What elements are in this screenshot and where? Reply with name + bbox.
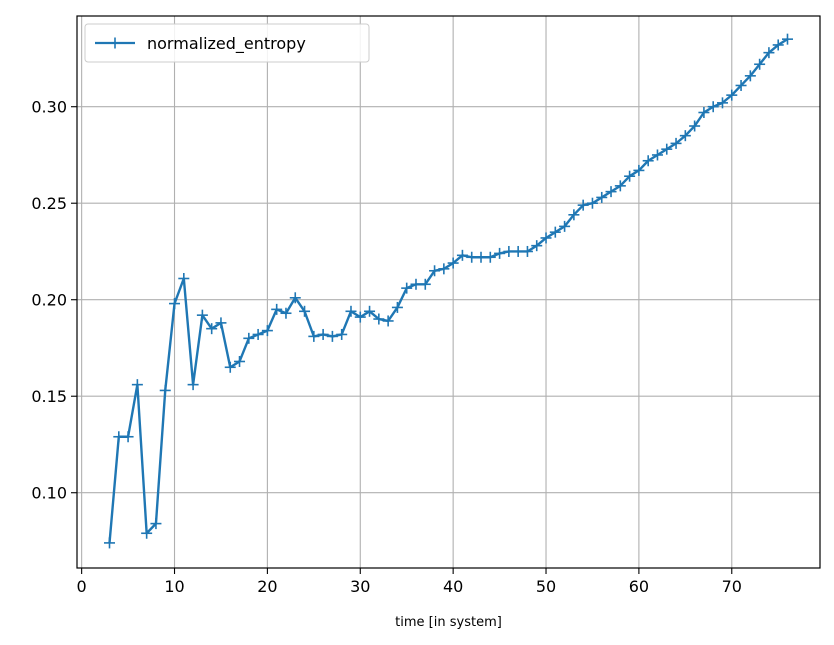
data-point-marker bbox=[364, 305, 376, 317]
data-point-marker bbox=[568, 209, 580, 221]
x-tick-label: 0 bbox=[77, 577, 87, 596]
data-point-marker bbox=[531, 240, 543, 252]
data-point-marker bbox=[521, 245, 533, 257]
legend-marker-plus-icon bbox=[109, 37, 121, 49]
data-point-marker bbox=[178, 272, 190, 284]
data-point-marker bbox=[280, 307, 292, 319]
data-point-marker bbox=[512, 245, 524, 257]
data-point-marker bbox=[419, 278, 431, 290]
y-tick-label: 0.10 bbox=[31, 484, 67, 503]
x-tick-label: 10 bbox=[164, 577, 184, 596]
data-point-marker bbox=[503, 245, 515, 257]
data-point-marker bbox=[224, 361, 236, 373]
data-point-marker bbox=[763, 47, 775, 59]
data-point-marker bbox=[698, 107, 710, 119]
data-point-marker bbox=[614, 180, 626, 192]
data-point-marker bbox=[559, 220, 571, 232]
data-point-marker bbox=[131, 379, 143, 391]
data-point-marker bbox=[735, 79, 747, 91]
data-point-marker bbox=[605, 186, 617, 198]
data-point-marker bbox=[549, 226, 561, 238]
data-point-marker bbox=[215, 317, 227, 329]
data-point-marker bbox=[345, 305, 357, 317]
data-point-marker bbox=[382, 315, 394, 327]
data-point-marker bbox=[271, 303, 283, 315]
data-point-marker bbox=[466, 251, 478, 263]
data-point-marker bbox=[187, 379, 199, 391]
data-point-marker bbox=[308, 330, 320, 342]
data-point-marker bbox=[289, 292, 301, 304]
data-point-marker bbox=[577, 199, 589, 211]
data-point-marker bbox=[234, 355, 246, 367]
data-point-marker bbox=[438, 263, 450, 275]
data-point-marker bbox=[429, 265, 441, 277]
x-tick-label: 50 bbox=[536, 577, 556, 596]
data-point-marker bbox=[596, 191, 608, 203]
x-axis-label: time [in system] bbox=[395, 615, 502, 630]
x-tick-label: 20 bbox=[257, 577, 277, 596]
data-point-marker bbox=[373, 313, 385, 325]
data-point-marker bbox=[447, 257, 459, 269]
data-point-marker bbox=[410, 278, 422, 290]
data-point-marker bbox=[122, 431, 134, 443]
data-point-marker bbox=[484, 251, 496, 263]
data-point-marker bbox=[670, 137, 682, 149]
data-point-marker bbox=[169, 298, 181, 310]
data-point-marker bbox=[113, 431, 125, 443]
data-point-marker bbox=[261, 325, 273, 337]
data-point-marker bbox=[475, 251, 487, 263]
data-point-marker bbox=[159, 384, 171, 396]
data-point-marker bbox=[772, 39, 784, 51]
data-point-marker bbox=[243, 332, 255, 344]
data-point-marker bbox=[633, 164, 645, 176]
data-point-marker bbox=[299, 305, 311, 317]
data-point-marker bbox=[141, 527, 153, 539]
data-point-marker bbox=[651, 149, 663, 161]
data-point-marker bbox=[456, 249, 468, 261]
data-point-marker bbox=[642, 155, 654, 167]
data-point-marker bbox=[196, 309, 208, 321]
grid bbox=[77, 16, 820, 568]
ticks: 0 10 20 30 40 50 60 70 0.10 0.15 0.20 0.25 0.30 bbox=[31, 98, 742, 596]
x-tick-label: 40 bbox=[443, 577, 463, 596]
data-point-marker bbox=[540, 232, 552, 244]
legend-box bbox=[84, 23, 370, 63]
plot-frame bbox=[76, 15, 821, 569]
x-tick-label: 70 bbox=[722, 577, 742, 596]
y-tick-label: 0.15 bbox=[31, 387, 67, 406]
data-point-marker bbox=[754, 58, 766, 70]
y-tick-label: 0.30 bbox=[31, 98, 67, 117]
series-layer bbox=[104, 33, 793, 549]
data-point-marker bbox=[494, 247, 506, 259]
legend-entry-label: normalized_entropy bbox=[147, 34, 306, 54]
data-point-marker bbox=[624, 170, 636, 182]
data-point-marker bbox=[726, 89, 738, 101]
y-tick-label: 0.20 bbox=[31, 291, 67, 310]
data-point-marker bbox=[336, 328, 348, 340]
data-point-marker bbox=[391, 301, 403, 313]
x-tick-label: 30 bbox=[350, 577, 370, 596]
series-line bbox=[108, 38, 789, 544]
data-point-marker bbox=[104, 537, 116, 549]
data-point-marker bbox=[401, 282, 413, 294]
data-point-marker bbox=[586, 197, 598, 209]
data-point-marker bbox=[744, 70, 756, 82]
data-point-marker bbox=[252, 328, 264, 340]
y-tick-label: 0.25 bbox=[31, 194, 67, 213]
data-point-marker bbox=[150, 518, 162, 530]
data-point-marker bbox=[661, 143, 673, 155]
data-point-marker bbox=[689, 120, 701, 132]
data-point-marker bbox=[354, 311, 366, 323]
data-point-marker bbox=[679, 130, 691, 142]
data-point-marker bbox=[716, 97, 728, 109]
data-point-marker bbox=[781, 33, 793, 45]
legend: normalized_entropy bbox=[84, 23, 370, 63]
x-tick-label: 60 bbox=[629, 577, 649, 596]
data-point-marker bbox=[206, 323, 218, 335]
data-point-marker bbox=[317, 328, 329, 340]
data-point-marker bbox=[326, 330, 338, 342]
data-point-marker bbox=[707, 101, 719, 113]
